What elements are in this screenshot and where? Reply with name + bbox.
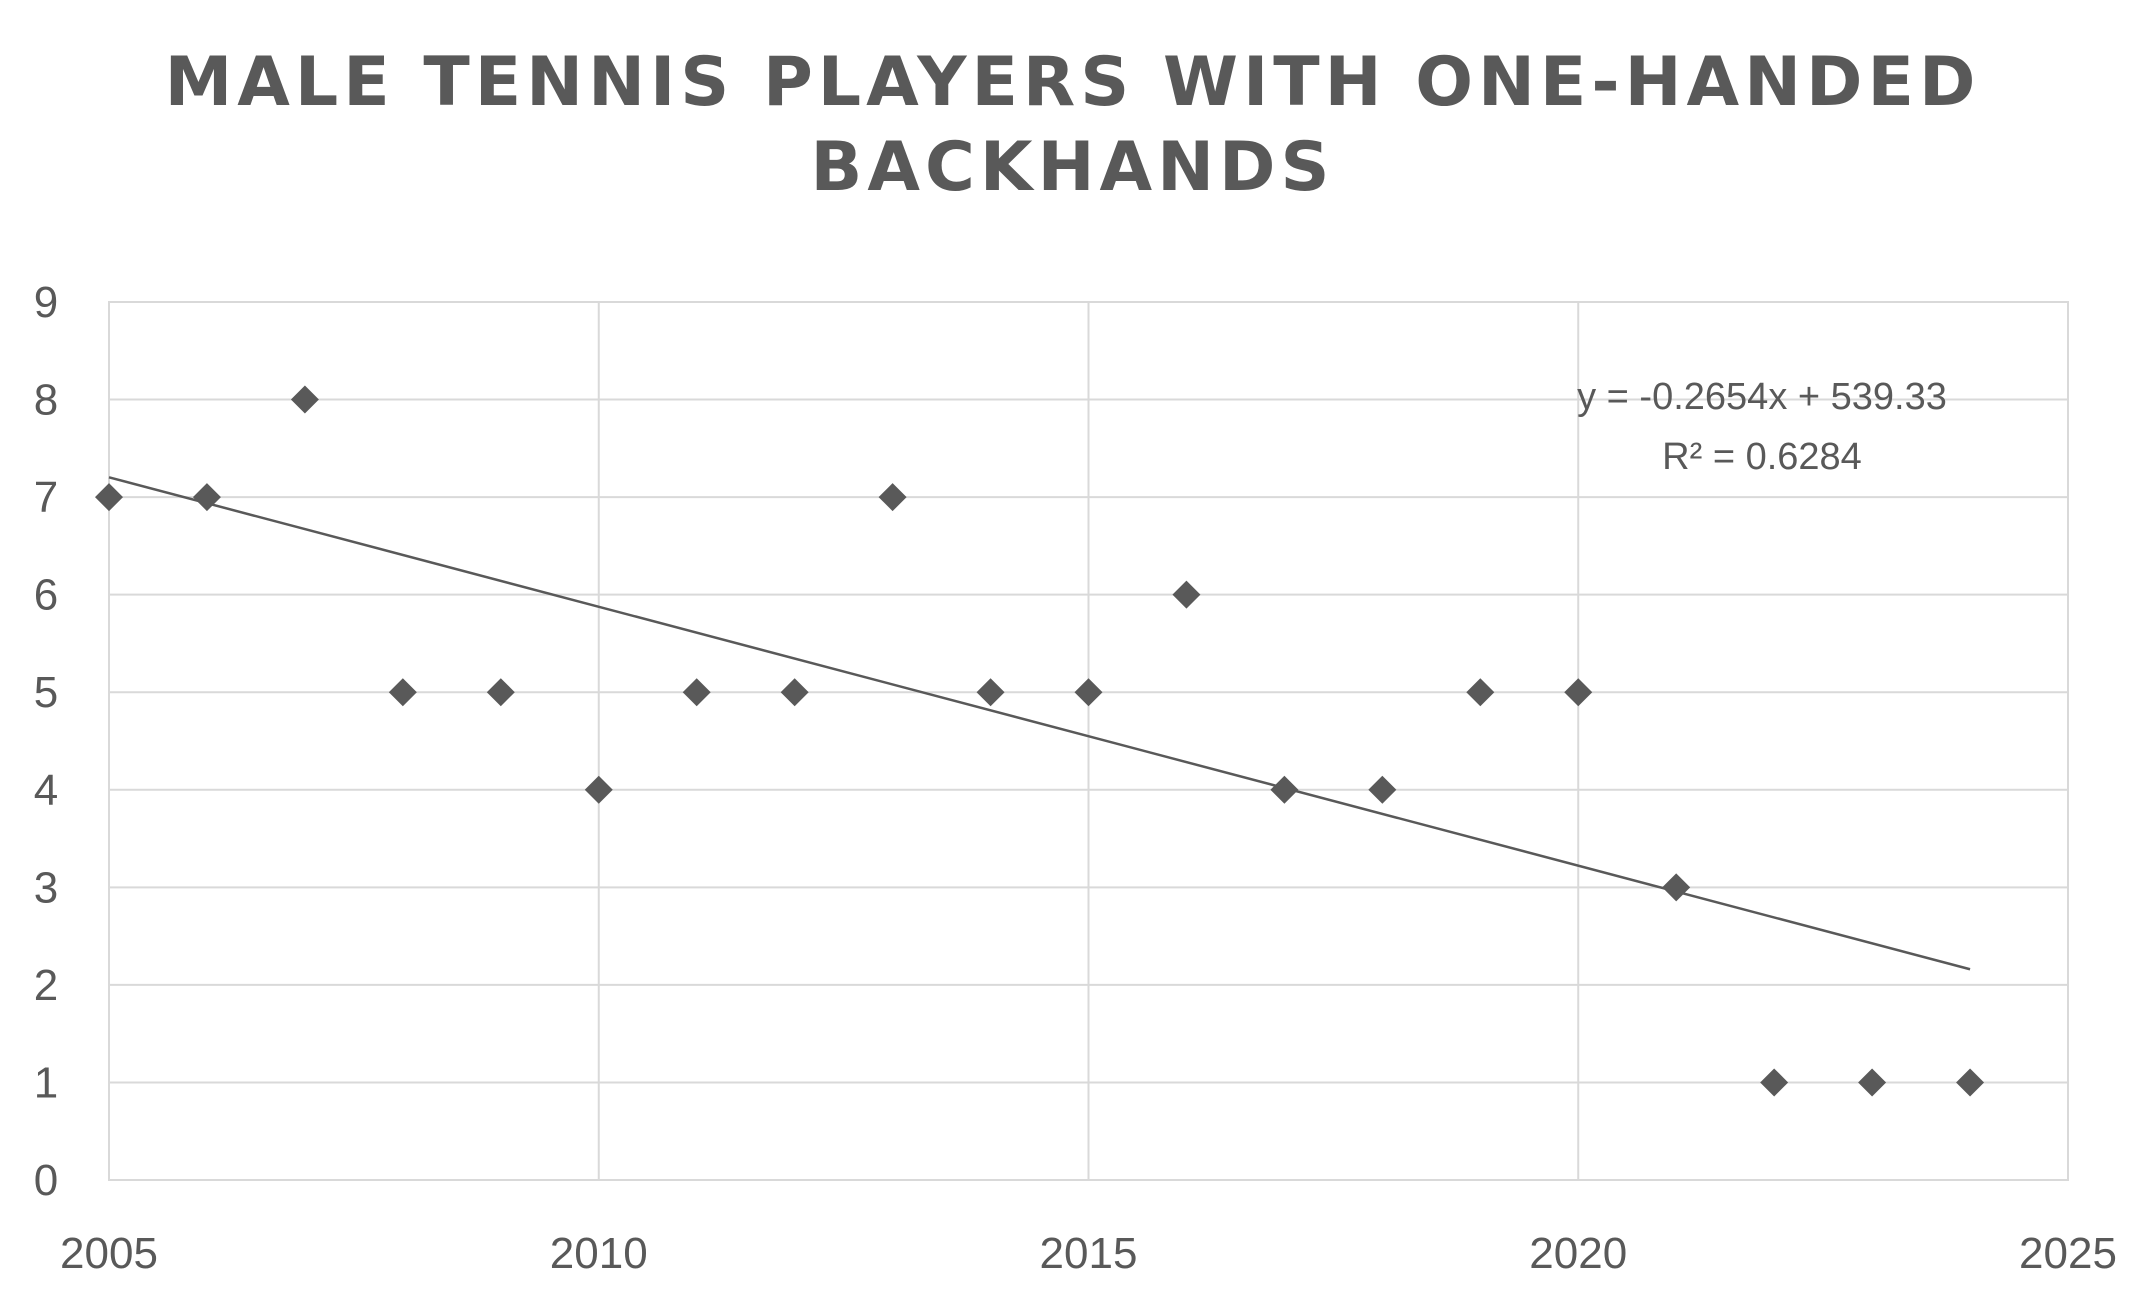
y-tick-label-8: 8 [34,376,58,425]
x-tick-label-2010: 2010 [550,1229,648,1278]
data-point-2021 [1662,873,1691,902]
y-tick-label-2: 2 [34,961,58,1010]
y-tick-label-6: 6 [34,571,58,620]
data-point-2020 [1564,678,1593,707]
data-point-2018 [1368,775,1397,804]
data-points [95,385,1985,1097]
data-point-2009 [486,678,515,707]
y-tick-label-7: 7 [34,473,58,522]
chart-title: MALE TENNIS PLAYERS WITH ONE-HANDED BACK… [164,43,1981,207]
y-tick-label-0: 0 [34,1156,58,1205]
x-tick-label-2015: 2015 [1040,1229,1138,1278]
data-point-2010 [584,775,613,804]
data-point-2023 [1858,1068,1887,1097]
data-point-2012 [780,678,809,707]
data-point-2011 [682,678,711,707]
trendline [108,476,1971,971]
data-point-2007 [290,385,319,414]
grid-lines [108,301,2069,1181]
data-point-2005 [95,483,123,512]
trendline-annotation: y = -0.2654x + 539.33 R² = 0.6284 [1577,376,1947,478]
data-point-2015 [1074,678,1103,707]
data-point-2013 [878,483,907,512]
x-axis-tick-labels: 2005 2010 2015 2020 2025 [60,1229,2117,1278]
data-point-2008 [388,678,417,707]
x-tick-label-2025: 2025 [2019,1229,2117,1278]
y-tick-label-4: 4 [34,766,58,815]
x-tick-label-2005: 2005 [60,1229,158,1278]
plot-area-border [108,301,2069,1181]
trendline-group [108,476,1971,971]
y-tick-label-9: 9 [34,278,58,327]
data-point-2014 [976,678,1005,707]
data-point-2006 [192,483,221,512]
data-point-2016 [1172,580,1201,609]
x-tick-label-2020: 2020 [1529,1229,1627,1278]
data-point-2022 [1760,1068,1789,1097]
data-point-2024 [1956,1068,1985,1097]
y-axis-tick-labels: 0 1 2 3 4 5 6 7 8 9 [34,278,58,1205]
data-point-2019 [1466,678,1495,707]
data-point-2017 [1270,775,1299,804]
trendline-equation: y = -0.2654x + 539.33 [1577,376,1947,418]
trendline-r-squared: R² = 0.6284 [1662,436,1862,478]
y-tick-label-1: 1 [34,1058,58,1107]
y-tick-label-3: 3 [34,863,58,912]
y-tick-label-5: 5 [34,668,58,717]
